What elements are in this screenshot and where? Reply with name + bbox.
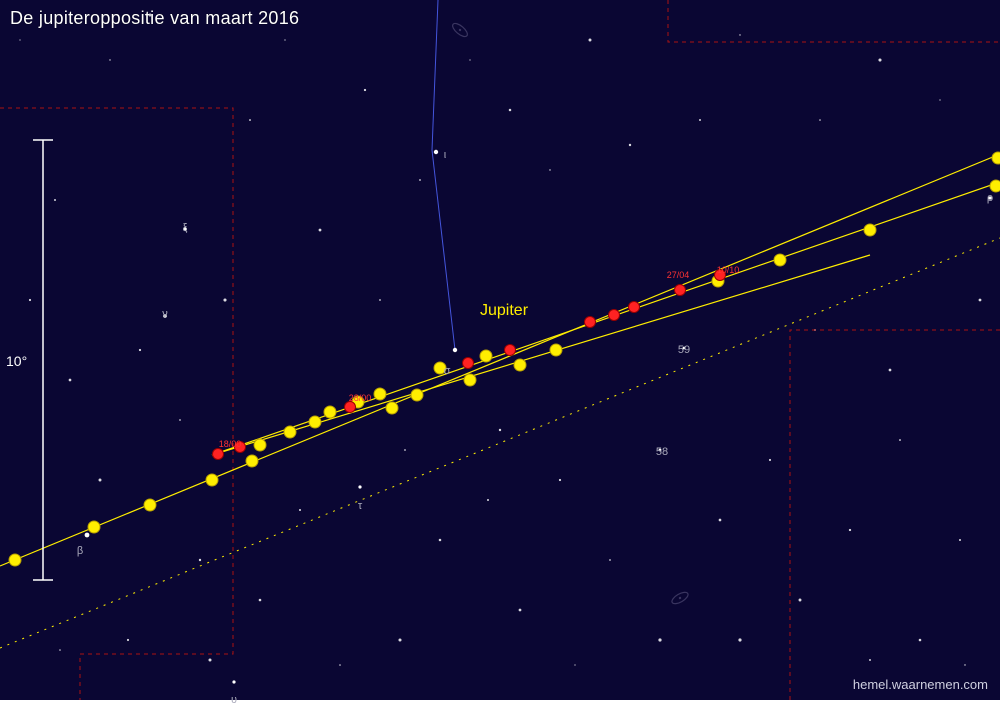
bg-star	[719, 519, 722, 522]
bg-star	[364, 89, 366, 91]
bg-star	[419, 179, 421, 181]
named-star	[163, 314, 167, 318]
bg-star	[69, 379, 72, 382]
sky-background	[0, 0, 1000, 700]
jupiter-position	[550, 344, 562, 356]
bg-star	[299, 509, 301, 511]
bg-star	[609, 559, 611, 561]
jupiter-position	[284, 426, 296, 438]
bg-star	[549, 169, 550, 170]
star-chart	[0, 0, 1000, 700]
bg-star	[398, 638, 401, 641]
bg-star	[208, 658, 211, 661]
bg-star	[284, 39, 285, 40]
bg-star	[339, 664, 341, 666]
bg-star	[487, 499, 489, 501]
event-position	[235, 442, 246, 453]
jupiter-position	[386, 402, 398, 414]
named-star	[988, 196, 991, 199]
bg-star	[559, 479, 561, 481]
jupiter-position	[992, 152, 1000, 164]
bg-star	[519, 609, 522, 612]
named-star	[85, 533, 90, 538]
event-position	[715, 270, 726, 281]
jupiter-position	[374, 388, 386, 400]
bg-star	[499, 429, 501, 431]
jupiter-position	[411, 389, 423, 401]
named-star	[232, 680, 235, 683]
bg-star	[249, 119, 251, 121]
bg-star	[109, 59, 110, 60]
bg-star	[469, 59, 470, 60]
jupiter-position	[246, 455, 258, 467]
bg-star	[899, 439, 901, 441]
event-position	[585, 317, 596, 328]
bg-star	[574, 664, 575, 665]
jupiter-position	[324, 406, 336, 418]
jupiter-position	[88, 521, 100, 533]
bg-star	[799, 599, 802, 602]
event-position	[609, 310, 620, 321]
bg-star	[59, 649, 61, 651]
bg-star	[54, 199, 56, 201]
jupiter-position	[9, 554, 21, 566]
bg-star	[509, 109, 512, 112]
bg-star	[869, 659, 871, 661]
named-star	[358, 485, 361, 488]
bg-star	[658, 638, 661, 641]
bg-star	[319, 229, 322, 232]
bg-star	[139, 349, 141, 351]
bg-star	[29, 299, 31, 301]
jupiter-position	[480, 350, 492, 362]
bg-star	[739, 34, 740, 35]
named-star	[453, 348, 457, 352]
bg-star	[699, 119, 701, 121]
bg-star	[149, 14, 152, 17]
jupiter-position	[434, 362, 446, 374]
bg-star	[19, 39, 20, 40]
bg-star	[849, 529, 851, 531]
bg-star	[199, 559, 201, 561]
bg-star	[629, 144, 631, 146]
bg-star	[127, 639, 129, 641]
bg-star	[964, 664, 965, 665]
jupiter-position	[309, 416, 321, 428]
bg-star	[889, 369, 892, 372]
bg-star	[404, 449, 406, 451]
jupiter-position	[254, 439, 266, 451]
named-star	[659, 449, 662, 452]
bg-star	[738, 638, 741, 641]
bg-star	[179, 419, 181, 421]
bg-star	[919, 639, 922, 642]
event-position	[675, 285, 686, 296]
event-position	[629, 302, 640, 313]
bg-star	[979, 299, 982, 302]
bg-star	[819, 119, 821, 121]
event-position	[505, 345, 516, 356]
jupiter-position	[774, 254, 786, 266]
jupiter-position	[514, 359, 526, 371]
jupiter-position	[990, 180, 1000, 192]
event-position	[213, 449, 224, 460]
jupiter-position	[864, 224, 876, 236]
jupiter-position	[144, 499, 156, 511]
named-star	[183, 227, 187, 231]
bg-star	[769, 459, 771, 461]
event-position	[463, 358, 474, 369]
bg-star	[379, 299, 381, 301]
bg-star	[439, 539, 442, 542]
jupiter-position	[206, 474, 218, 486]
bg-star	[939, 99, 940, 100]
bg-star	[259, 599, 262, 602]
event-position	[345, 402, 356, 413]
jupiter-position	[464, 374, 476, 386]
bg-star	[878, 58, 881, 61]
bg-star	[99, 479, 102, 482]
bg-star	[223, 298, 226, 301]
bg-star	[959, 539, 961, 541]
named-star	[434, 150, 438, 154]
bg-star	[589, 39, 592, 42]
named-star	[683, 347, 686, 350]
